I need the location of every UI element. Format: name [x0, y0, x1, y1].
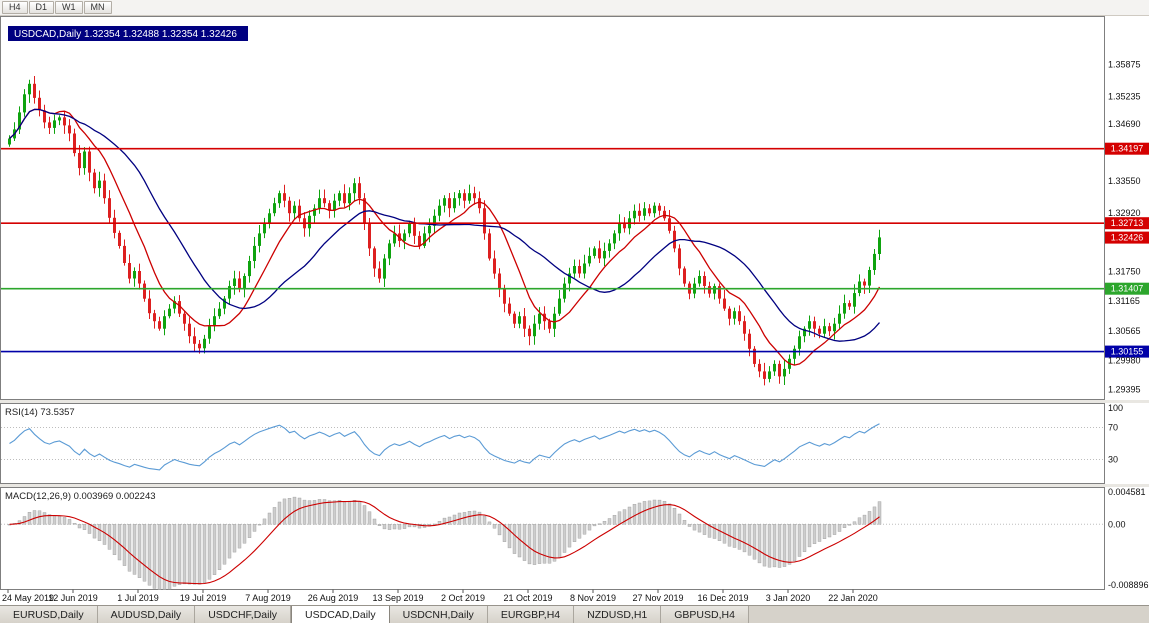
rsi-indicator-label: RSI(14) 73.5357	[5, 407, 75, 418]
rsi-axis-tick: 100	[1108, 403, 1123, 413]
period-button-w1[interactable]: W1	[55, 1, 83, 14]
tab-usdcnh-daily[interactable]: USDCNH,Daily	[389, 606, 488, 623]
price-chart-canvas[interactable]: 1.34197 1.32713 1.31407 1.30155 1.32426 1.358…	[0, 16, 1149, 605]
rsi-line	[9, 423, 880, 471]
date-label: 7 Aug 2019	[245, 593, 291, 603]
timeframe-toolbar: H4 D1 W1 MN	[0, 0, 1149, 16]
price-axis-tick: 1.29980	[1108, 355, 1141, 365]
ma-24-line	[9, 108, 880, 342]
macd-axis-tick: -0.008896	[1108, 580, 1149, 590]
macd-axis-tick: 0.00	[1108, 519, 1126, 529]
ma-10-line	[9, 108, 881, 366]
chart-tab-bar: EURUSD,Daily AUDUSD,Daily USDCHF,Daily USDC…	[0, 605, 1149, 623]
level-price-label[interactable]: 1.32713	[1105, 217, 1149, 230]
level-price-label[interactable]: 1.31407	[1105, 282, 1149, 295]
date-label: 21 Oct 2019	[503, 593, 552, 603]
svg-text:1.34197: 1.34197	[1111, 144, 1144, 154]
date-label: 13 Sep 2019	[372, 593, 423, 603]
candles-layer	[8, 76, 881, 386]
date-label: 26 Aug 2019	[308, 593, 359, 603]
date-label: 3 Jan 2020	[766, 593, 811, 603]
price-axis-tick: 1.29395	[1108, 385, 1141, 395]
tab-audusd-daily[interactable]: AUDUSD,Daily	[97, 606, 196, 623]
price-axis-tick: 1.34690	[1108, 119, 1141, 129]
price-axis-tick: 1.33550	[1108, 176, 1141, 186]
tab-usdchf-daily[interactable]: USDCHF,Daily	[195, 606, 292, 623]
rsi-pane	[0, 403, 1105, 484]
date-label: 2 Oct 2019	[441, 593, 485, 603]
macd-signal-line	[9, 500, 880, 585]
period-button-mn[interactable]: MN	[83, 1, 112, 14]
date-label: 24 May 2019	[2, 593, 54, 603]
macd-histogram	[7, 496, 882, 590]
tab-eurusd-daily[interactable]: EURUSD,Daily	[0, 606, 98, 623]
level-price-label[interactable]: 1.34197	[1105, 142, 1149, 155]
price-axis-tick: 1.31165	[1108, 296, 1140, 306]
date-label: 22 Jan 2020	[828, 593, 878, 603]
period-button-h4[interactable]: H4	[2, 1, 28, 14]
tab-gbpusd-h4[interactable]: GBPUSD,H4	[661, 606, 749, 623]
rsi-axis-tick: 70	[1108, 423, 1118, 433]
svg-text:1.30155: 1.30155	[1111, 347, 1144, 357]
chart-title: USDCAD,Daily 1.32354 1.32488 1.32354 1.3…	[14, 29, 237, 40]
price-axis-tick: 1.31750	[1108, 267, 1141, 277]
svg-text:1.31407: 1.31407	[1111, 284, 1144, 294]
date-label: 1 Jul 2019	[117, 593, 159, 603]
price-axis-tick: 1.32920	[1108, 208, 1141, 218]
main-price-pane	[0, 16, 1105, 400]
tab-nzdusd-h1[interactable]: NZDUSD,H1	[574, 606, 662, 623]
date-label: 19 Jul 2019	[180, 593, 227, 603]
price-axis-tick: 1.35235	[1108, 92, 1141, 102]
tab-usdcad-daily[interactable]: USDCAD,Daily	[291, 606, 390, 623]
svg-text:1.32426: 1.32426	[1111, 233, 1144, 243]
macd-axis-tick: 0.004581	[1108, 487, 1146, 497]
date-label: 12 Jun 2019	[48, 593, 98, 603]
current-price-label[interactable]: 1.32426	[1105, 231, 1149, 244]
chart-window: 1.34197 1.32713 1.31407 1.30155 1.32426 1.358…	[0, 16, 1149, 605]
tab-eurgbp-h4[interactable]: EURGBP,H4	[487, 606, 575, 623]
price-axis-tick: 1.35875	[1108, 59, 1141, 69]
date-label: 16 Dec 2019	[697, 593, 748, 603]
price-axis-tick: 1.30565	[1108, 326, 1141, 336]
macd-indicator-label: MACD(12,26,9) 0.003969 0.002243	[5, 491, 156, 502]
level-price-label[interactable]: 1.30155	[1105, 345, 1149, 358]
rsi-axis-tick: 30	[1108, 455, 1118, 465]
date-label: 27 Nov 2019	[632, 593, 683, 603]
period-button-d1[interactable]: D1	[28, 1, 55, 14]
svg-text:1.32713: 1.32713	[1111, 218, 1144, 228]
chart-title-bar	[8, 26, 248, 41]
date-label: 8 Nov 2019	[570, 593, 616, 603]
